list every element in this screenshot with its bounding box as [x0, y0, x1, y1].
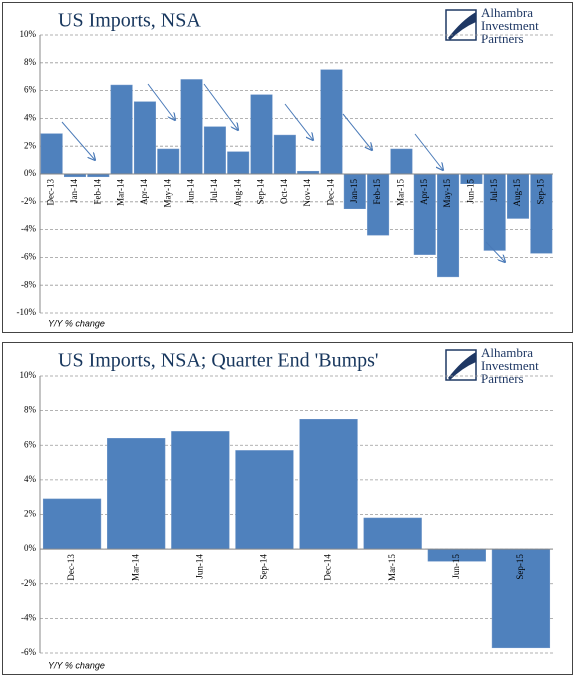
x-tick-label: Aug-14: [232, 179, 242, 207]
y-tick-label: -6%: [21, 647, 36, 657]
bar: [180, 79, 203, 175]
x-tick-label: Aug-15: [512, 179, 522, 207]
y-tick-label: 6%: [24, 439, 37, 449]
x-tick-label: Jun-14: [194, 554, 204, 579]
x-tick-label: May-14: [162, 179, 172, 208]
annotation-arrow: [203, 83, 238, 130]
x-tick-label: Oct-14: [279, 179, 289, 204]
x-tick-label: Mar-14: [130, 554, 140, 581]
x-tick-label: Dec-14: [323, 554, 333, 581]
x-tick-label: Jul-14: [209, 179, 219, 202]
bar: [273, 134, 296, 175]
x-tick-label: Jun-14: [186, 179, 196, 204]
logo-text: Investment: [481, 18, 539, 33]
y-tick-label: -2%: [21, 196, 36, 206]
chart-title: US Imports, NSA; Quarter End 'Bumps': [58, 350, 379, 372]
x-tick-label: Sep-14: [256, 179, 266, 205]
x-tick-label: Jan-14: [69, 179, 79, 203]
logo-text: Investment: [481, 358, 539, 373]
bar: [363, 517, 422, 550]
x-tick-label: Dec-14: [326, 179, 336, 206]
axis-note: Y/Y % change: [48, 660, 105, 670]
bar: [491, 548, 551, 649]
annotation-arrow: [342, 113, 372, 150]
bar: [157, 148, 180, 175]
x-tick-label: Feb-15: [372, 179, 382, 205]
x-tick-label: Mar-14: [116, 179, 126, 206]
annotation-arrow: [485, 241, 505, 262]
annotation-arrow: [147, 83, 175, 120]
x-tick-label: Dec-13: [46, 179, 56, 206]
x-tick-label: Apr-15: [419, 179, 429, 205]
x-tick-label: Jun-15: [465, 179, 475, 204]
y-tick-label: 10%: [20, 29, 37, 39]
axis-note: Y/Y % change: [48, 318, 105, 328]
bar: [40, 133, 63, 175]
annotation-arrow: [284, 103, 313, 140]
bar: [171, 431, 230, 550]
y-tick-label: 8%: [24, 405, 37, 415]
bar: [203, 126, 226, 175]
y-tick-label: 2%: [24, 140, 37, 150]
x-tick-label: Jan-15: [349, 179, 359, 203]
bar: [227, 151, 250, 175]
y-tick-label: 2%: [24, 509, 37, 519]
y-tick-label: 4%: [24, 112, 37, 122]
y-tick-label: 0%: [24, 543, 37, 553]
x-tick-label: Dec-13: [66, 554, 76, 581]
bar: [320, 69, 343, 175]
y-tick-label: -2%: [21, 578, 36, 588]
y-tick-label: 8%: [24, 57, 37, 67]
logo-swoosh: [448, 352, 476, 380]
chart-title: US Imports, NSA: [58, 10, 201, 32]
y-tick-label: 0%: [24, 168, 37, 178]
logo-text: Alhambra: [481, 345, 533, 360]
y-tick-label: 6%: [24, 85, 37, 95]
logo-text: Partners: [481, 371, 524, 386]
x-tick-label: Feb-14: [92, 179, 102, 205]
bar: [107, 438, 166, 550]
x-tick-label: Nov-14: [302, 179, 312, 207]
logo-text: Alhambra: [481, 5, 533, 20]
bar: [133, 101, 156, 175]
bar: [250, 94, 273, 175]
logo-text: Partners: [481, 31, 524, 46]
y-tick-label: -4%: [21, 612, 36, 622]
y-tick-label: 4%: [24, 474, 37, 484]
x-tick-label: Mar-15: [395, 179, 405, 206]
x-tick-label: Sep-14: [259, 554, 269, 580]
y-tick-label: -6%: [21, 251, 36, 261]
y-tick-label: -8%: [21, 279, 36, 289]
bar: [235, 450, 294, 550]
x-tick-label: Jul-15: [489, 179, 499, 202]
x-tick-label: Sep-15: [535, 179, 545, 205]
x-tick-label: Jun-15: [451, 554, 461, 579]
annotation-arrow: [414, 133, 443, 170]
bar: [390, 148, 413, 175]
annotation-arrow: [61, 121, 95, 160]
y-tick-label: -10%: [17, 307, 37, 317]
logo-swoosh: [448, 12, 476, 40]
bar: [110, 84, 133, 175]
x-tick-label: Apr-14: [139, 179, 149, 205]
y-tick-label: -4%: [21, 224, 36, 234]
y-tick-label: 10%: [20, 370, 37, 380]
x-tick-label: Mar-15: [387, 554, 397, 581]
x-tick-label: May-15: [442, 179, 452, 208]
bar: [299, 419, 358, 550]
x-tick-label: Sep-15: [515, 554, 525, 580]
bar: [42, 498, 102, 550]
